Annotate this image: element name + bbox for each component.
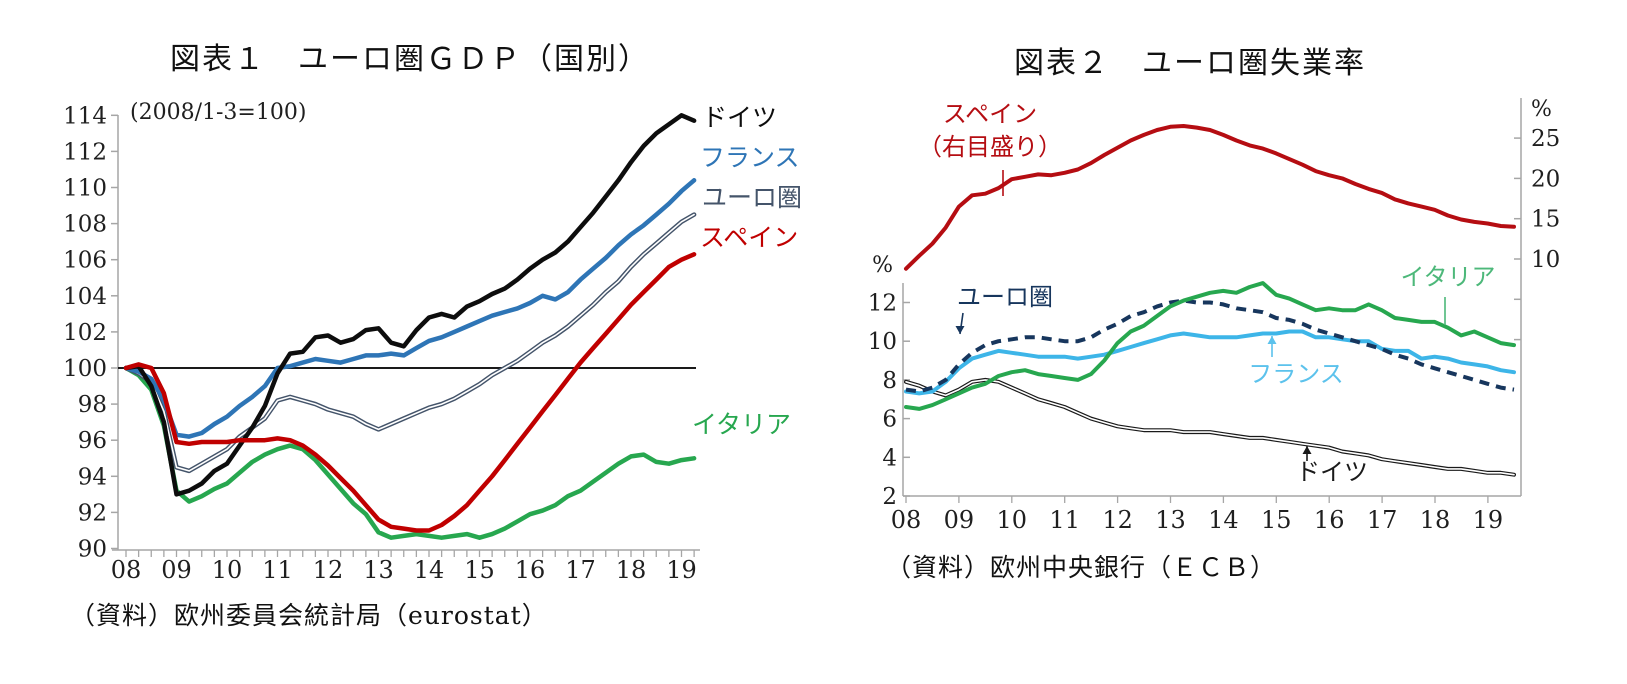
svg-text:14: 14 bbox=[1208, 506, 1239, 534]
germany-label: ドイツ bbox=[702, 103, 777, 132]
svg-text:92: 92 bbox=[78, 500, 107, 526]
gdp-index-note: (2008/1-3=100) bbox=[130, 100, 307, 125]
spain-label: スペイン bbox=[700, 223, 798, 252]
svg-text:09: 09 bbox=[944, 506, 975, 534]
gdp-chart-title: 図表１ ユーロ圏ＧＤＰ（国別） bbox=[170, 42, 650, 77]
svg-text:13: 13 bbox=[363, 556, 394, 584]
svg-text:スペイン: スペイン bbox=[943, 100, 1037, 128]
svg-text:16: 16 bbox=[1314, 506, 1345, 534]
svg-text:98: 98 bbox=[78, 392, 107, 418]
svg-text:17: 17 bbox=[565, 556, 596, 584]
germany-line bbox=[123, 113, 697, 497]
svg-text:14: 14 bbox=[414, 556, 445, 584]
svg-text:18: 18 bbox=[1420, 506, 1451, 534]
italy-line bbox=[904, 281, 1516, 411]
unemployment-source: （資料）欧州中央銀行（ＥＣＢ） bbox=[886, 553, 1277, 582]
svg-text:112: 112 bbox=[63, 139, 107, 165]
svg-text:6: 6 bbox=[882, 407, 897, 433]
svg-text:12: 12 bbox=[313, 556, 344, 584]
svg-text:11: 11 bbox=[262, 556, 293, 584]
spain-line bbox=[904, 124, 1516, 271]
france-label: フランス bbox=[700, 143, 800, 172]
svg-text:12: 12 bbox=[868, 291, 897, 317]
svg-text:11: 11 bbox=[1049, 506, 1080, 534]
gdp-plot: 90 92 94 96 98 100 102 104 106 108 110 112 114 08 09 10… bbox=[63, 103, 802, 584]
svg-text:19: 19 bbox=[666, 556, 697, 584]
germany-label: ドイツ bbox=[1296, 446, 1368, 486]
germany-line bbox=[904, 377, 1516, 477]
svg-text:イタリア: イタリア bbox=[1400, 263, 1495, 291]
spain-line bbox=[123, 252, 697, 533]
euro-line bbox=[905, 298, 1515, 394]
svg-text:8: 8 bbox=[882, 368, 897, 394]
svg-text:100: 100 bbox=[63, 356, 107, 382]
svg-text:15: 15 bbox=[1261, 506, 1292, 534]
svg-text:ユーロ圏: ユーロ圏 bbox=[957, 283, 1053, 311]
svg-text:09: 09 bbox=[161, 556, 192, 584]
svg-text:19: 19 bbox=[1473, 506, 1504, 534]
svg-text:94: 94 bbox=[78, 464, 107, 490]
italy-line bbox=[123, 365, 697, 540]
svg-text:10: 10 bbox=[997, 506, 1028, 534]
france-line bbox=[123, 178, 697, 439]
svg-text:08: 08 bbox=[111, 556, 142, 584]
italy-label: イタリア bbox=[1400, 263, 1496, 325]
svg-text:17: 17 bbox=[1367, 506, 1398, 534]
euro-line bbox=[123, 212, 697, 474]
svg-text:16: 16 bbox=[515, 556, 546, 584]
svg-text:90: 90 bbox=[78, 537, 107, 563]
svg-text:フランス: フランス bbox=[1248, 360, 1344, 388]
france-line bbox=[904, 329, 1516, 396]
svg-text:10: 10 bbox=[868, 329, 897, 355]
svg-text:96: 96 bbox=[78, 428, 107, 454]
svg-text:106: 106 bbox=[63, 248, 107, 274]
svg-text:20: 20 bbox=[1531, 166, 1560, 192]
euro-label: ユーロ圏 bbox=[702, 183, 802, 212]
svg-text:10: 10 bbox=[212, 556, 243, 584]
svg-text:ドイツ: ドイツ bbox=[1296, 458, 1368, 486]
spain-label: スペイン （右目盛り） bbox=[918, 100, 1062, 196]
svg-text:4: 4 bbox=[882, 445, 897, 471]
svg-text:25: 25 bbox=[1531, 126, 1560, 152]
svg-text:08: 08 bbox=[891, 506, 922, 534]
france-label: フランス bbox=[1248, 336, 1344, 388]
svg-text:18: 18 bbox=[616, 556, 647, 584]
svg-text:114: 114 bbox=[63, 103, 107, 129]
svg-text:2: 2 bbox=[882, 484, 897, 510]
svg-text:102: 102 bbox=[63, 320, 107, 346]
italy-label: イタリア bbox=[692, 410, 791, 439]
unemployment-chart-title: 図表２ ユーロ圏失業率 bbox=[1014, 46, 1366, 81]
svg-text:15: 15 bbox=[464, 556, 495, 584]
svg-text:10: 10 bbox=[1531, 247, 1560, 273]
svg-text:12: 12 bbox=[1102, 506, 1133, 534]
euro-label: ユーロ圏 bbox=[955, 283, 1053, 335]
svg-text:13: 13 bbox=[1155, 506, 1186, 534]
svg-text:108: 108 bbox=[63, 212, 107, 238]
svg-text:（右目盛り）: （右目盛り） bbox=[918, 133, 1062, 161]
unemployment-plot: 2 4 6 8 10 12% 10 15 20 25% 08 09 10 11 12 13 14 15 16 17 18… bbox=[868, 97, 1561, 534]
gdp-source: （資料）欧州委員会統計局（eurostat） bbox=[70, 601, 548, 630]
svg-text:110: 110 bbox=[63, 176, 107, 202]
svg-text:%: % bbox=[872, 253, 893, 278]
svg-text:104: 104 bbox=[63, 284, 107, 310]
svg-text:%: % bbox=[1531, 97, 1552, 122]
svg-text:15: 15 bbox=[1531, 207, 1560, 233]
